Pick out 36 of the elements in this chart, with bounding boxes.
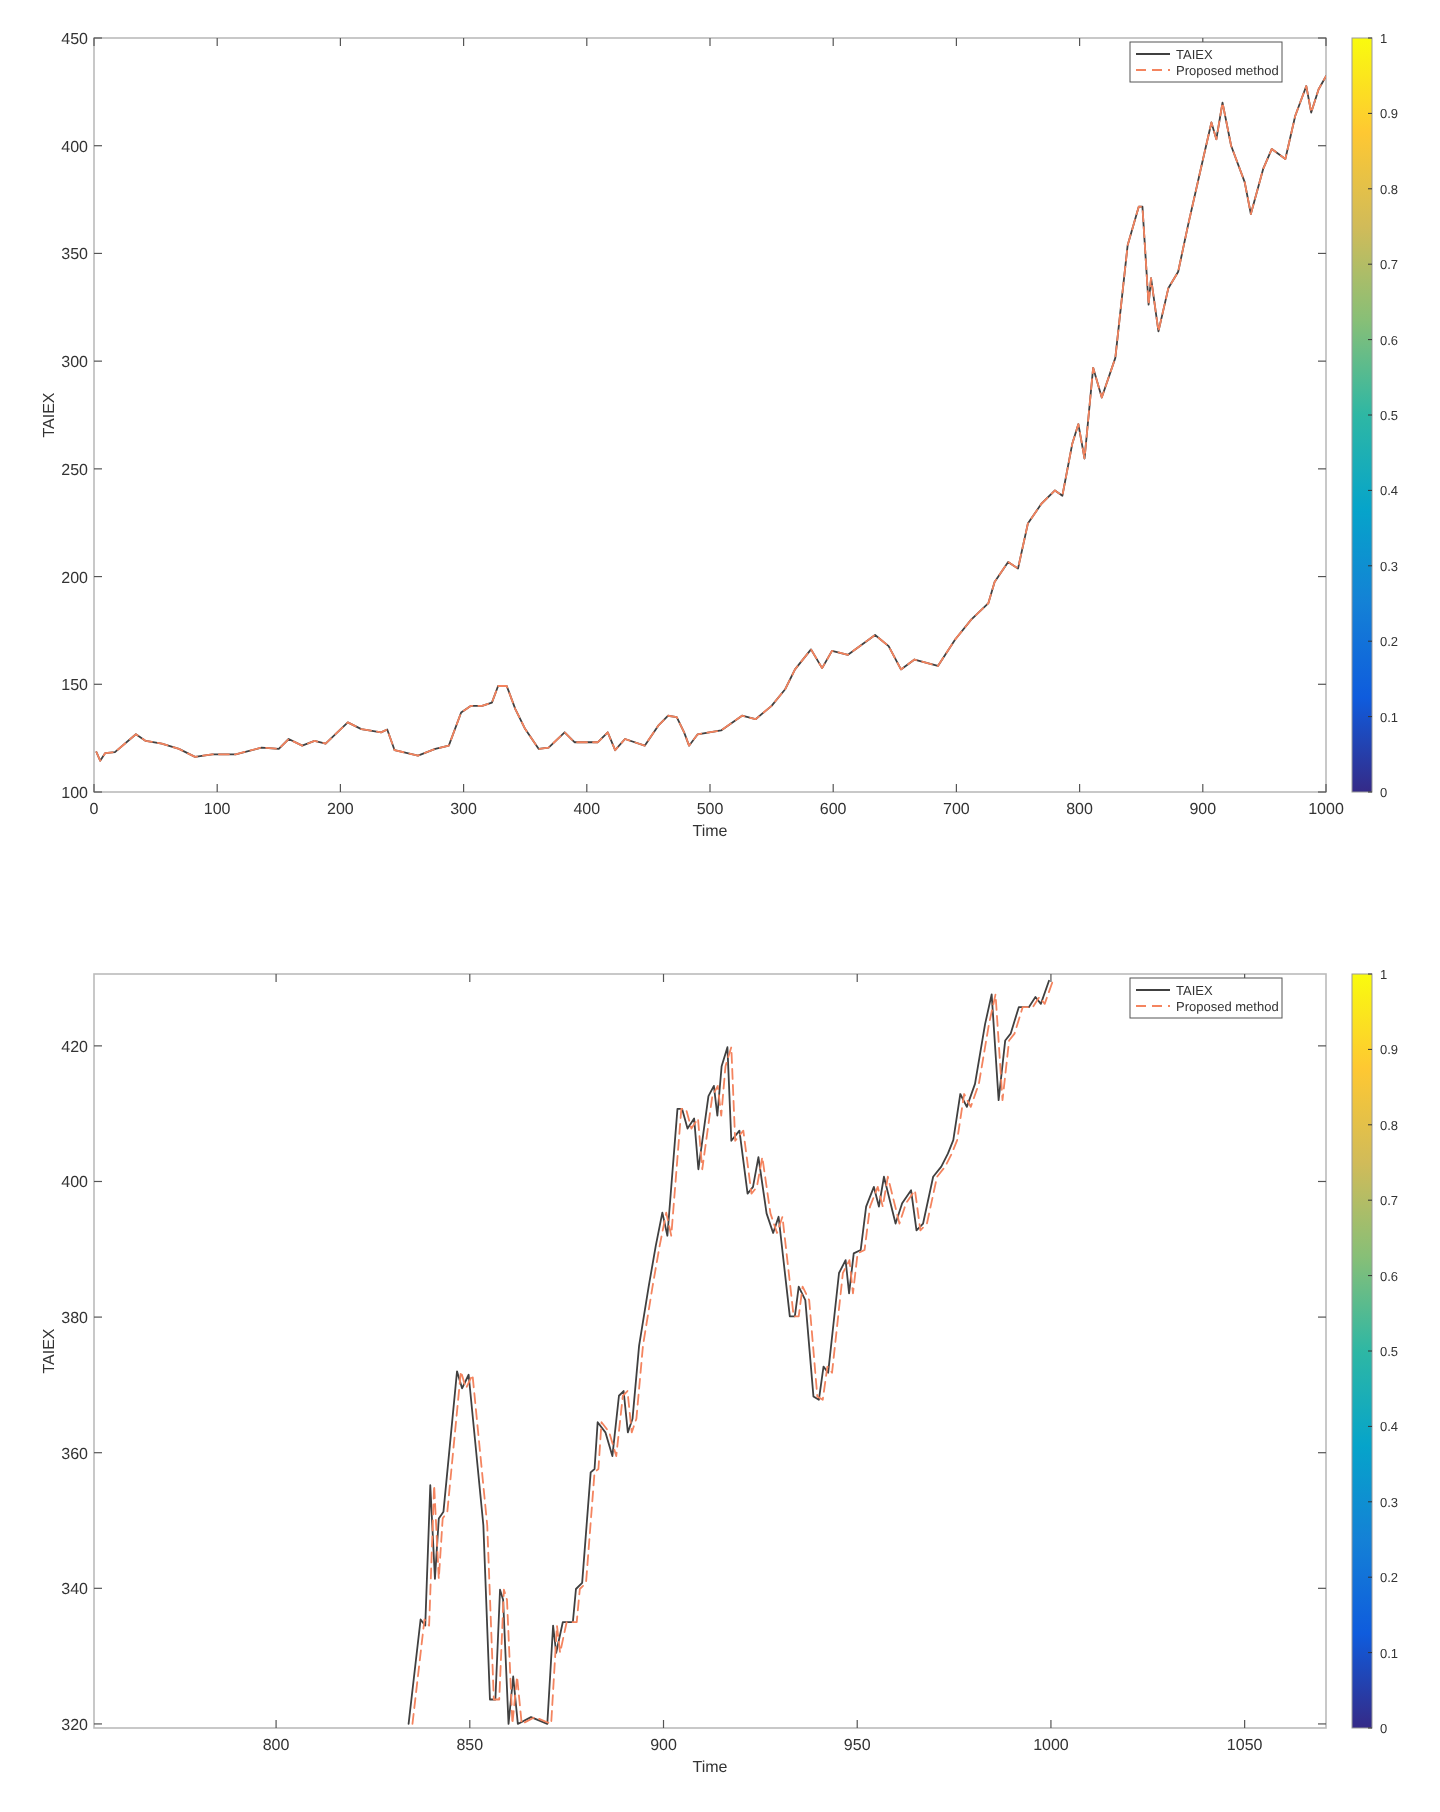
x-tick-label: 800 bbox=[1066, 800, 1095, 818]
x-tick-label: 1050 bbox=[1226, 1736, 1264, 1754]
x-tick-label: 0 bbox=[89, 800, 100, 818]
x-tick-label: 600 bbox=[819, 800, 848, 818]
y-tick-label: 350 bbox=[61, 245, 90, 264]
x-tick-label: 400 bbox=[573, 800, 602, 818]
x-tick-label: 200 bbox=[327, 800, 355, 818]
x-tick-label: 800 bbox=[262, 1736, 291, 1754]
x-tick-label: 1000 bbox=[1308, 800, 1345, 818]
line-series bbox=[95, 75, 1326, 762]
y-tick-label: 150 bbox=[61, 676, 90, 695]
x-tick-label: 900 bbox=[650, 1736, 678, 1754]
x-tick-label: 850 bbox=[456, 1736, 485, 1754]
x-axis-title: Time bbox=[692, 822, 729, 840]
y-tick-label: 380 bbox=[61, 1309, 90, 1328]
x-axis-title: Time bbox=[692, 1758, 729, 1776]
y-tick-label: 340 bbox=[61, 1580, 90, 1599]
y-tick-label: 360 bbox=[61, 1444, 90, 1463]
y-axis-title: TAIEX bbox=[40, 1327, 58, 1374]
y-tick-label: 250 bbox=[61, 460, 90, 479]
y-tick-label: 420 bbox=[61, 1037, 90, 1056]
y-tick-label: 400 bbox=[61, 137, 90, 156]
y-axis-title: TAIEX bbox=[40, 391, 58, 438]
y-tick-label: 300 bbox=[61, 353, 90, 372]
y-tick-label: 400 bbox=[61, 1173, 90, 1192]
x-tick-label: 500 bbox=[696, 800, 725, 818]
x-tick-label: 700 bbox=[943, 800, 971, 818]
x-tick-label: 300 bbox=[450, 800, 479, 818]
x-tick-label: 900 bbox=[1189, 800, 1218, 818]
y-tick-label: 450 bbox=[61, 30, 90, 48]
y-tick-label: 100 bbox=[61, 784, 90, 802]
x-tick-label: 1000 bbox=[1033, 1736, 1070, 1754]
y-tick-label: 320 bbox=[61, 1715, 90, 1734]
y-tick-label: 200 bbox=[61, 568, 90, 587]
x-tick-label: 100 bbox=[203, 800, 232, 818]
x-tick-label: 950 bbox=[843, 1736, 872, 1754]
